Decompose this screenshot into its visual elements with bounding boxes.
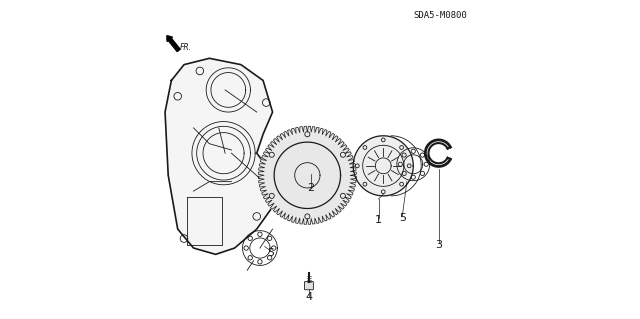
FancyBboxPatch shape: [305, 282, 314, 290]
Text: 1: 1: [375, 215, 382, 225]
Polygon shape: [259, 126, 356, 224]
Text: 4: 4: [305, 292, 312, 302]
Text: 3: 3: [435, 240, 442, 250]
FancyArrow shape: [167, 36, 180, 52]
Polygon shape: [165, 58, 276, 254]
Text: 2: 2: [307, 183, 314, 193]
Text: SDA5-M0800: SDA5-M0800: [413, 11, 467, 20]
Text: 5: 5: [399, 213, 406, 223]
Text: 5: 5: [268, 248, 275, 258]
Text: FR.: FR.: [180, 43, 192, 52]
Polygon shape: [353, 136, 413, 196]
